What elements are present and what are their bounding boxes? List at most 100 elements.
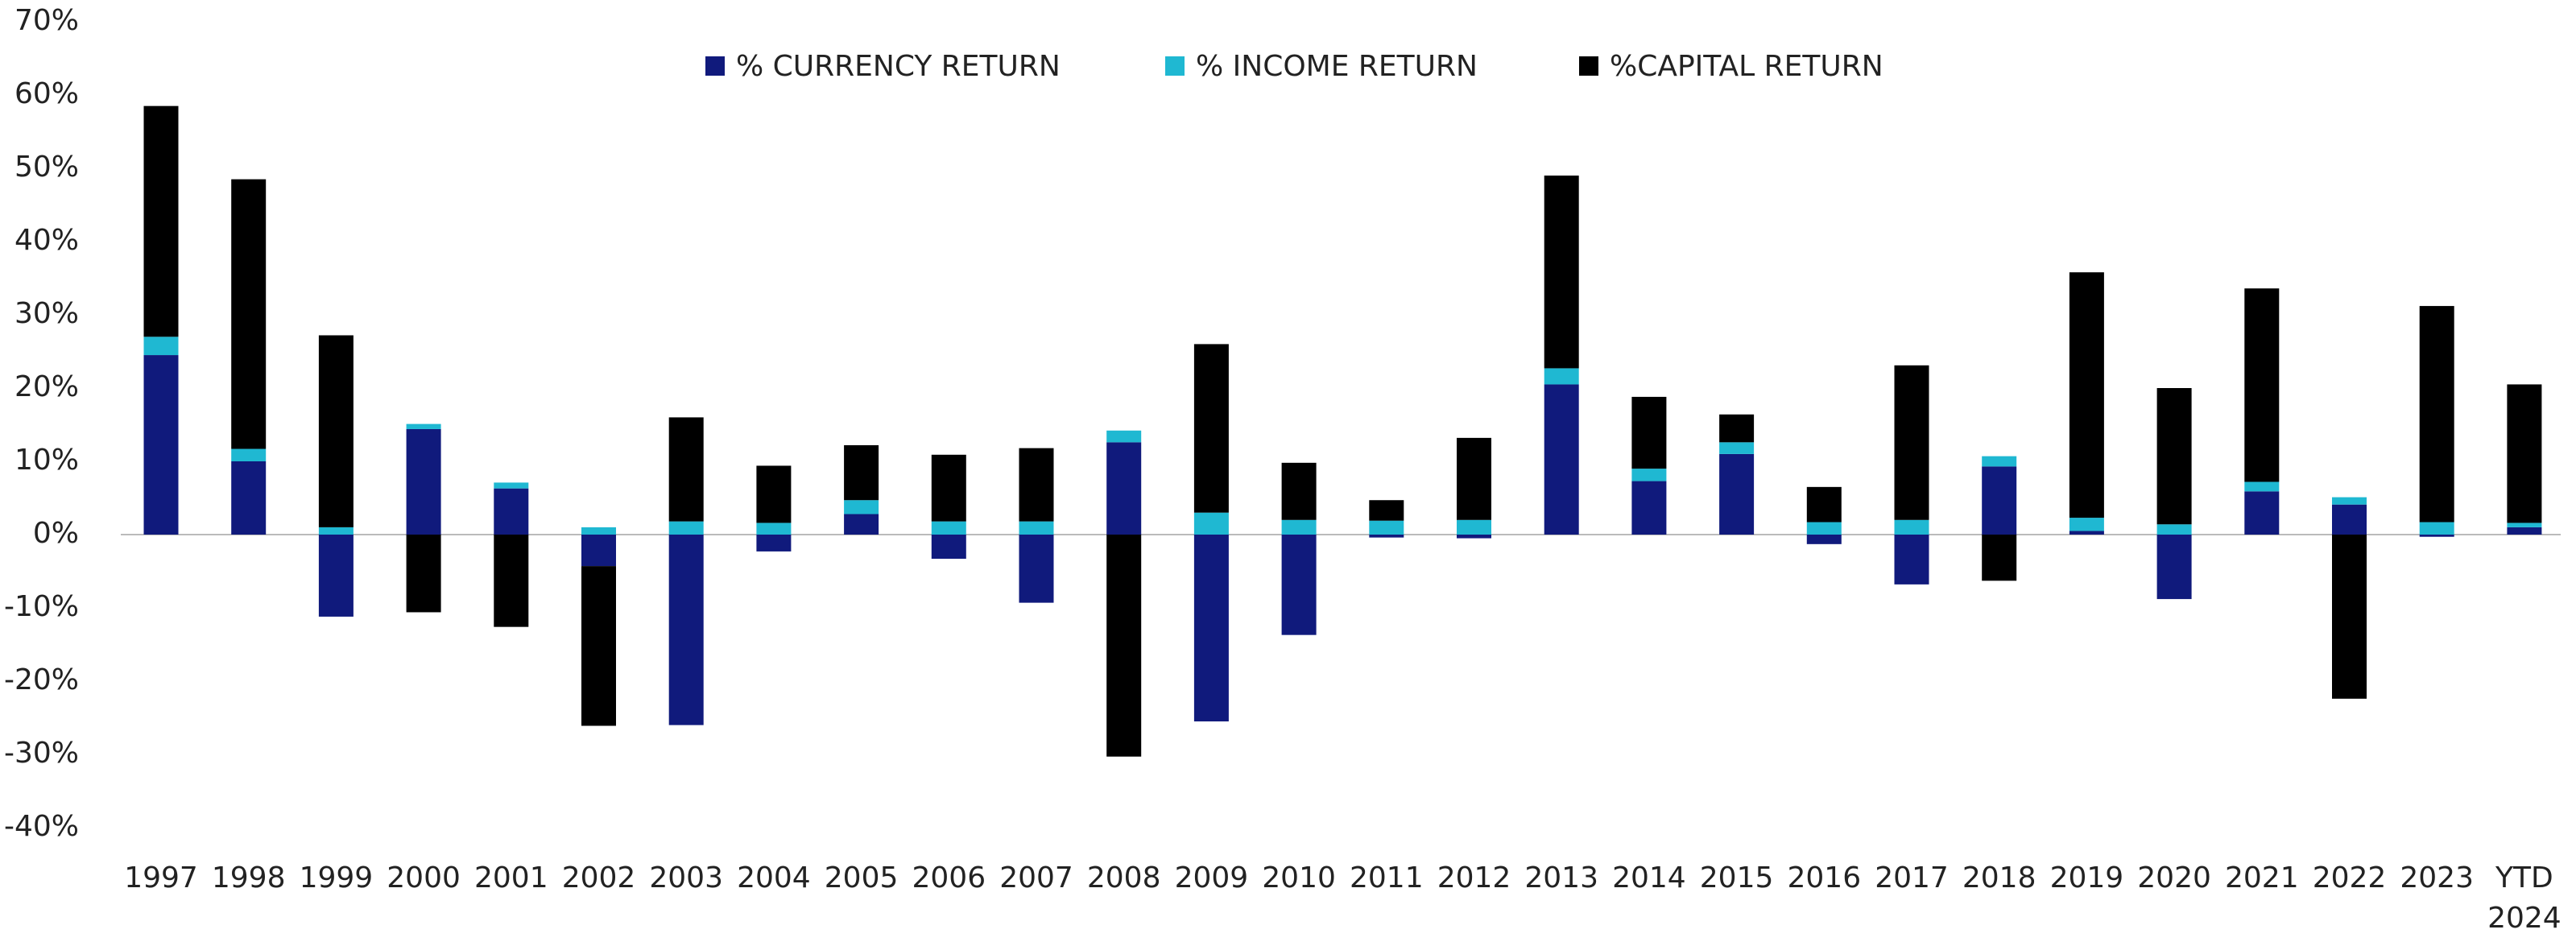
- bar-segment: [1019, 448, 1054, 522]
- x-tick-label: 2004: [737, 861, 811, 894]
- bar-segment: [1106, 535, 1142, 757]
- x-tick-label: 2015: [1699, 861, 1774, 894]
- bar-segment: [494, 535, 529, 627]
- bar-segment: [1369, 520, 1404, 535]
- bar-segment: [143, 355, 179, 535]
- bar-segment: [668, 417, 704, 522]
- bar-segment: [2244, 288, 2280, 482]
- x-tick-label: 2010: [1262, 861, 1336, 894]
- bar-segment: [2507, 384, 2542, 523]
- x-tick-label: 2014: [1612, 861, 1686, 894]
- x-tick-label: 2023: [2400, 861, 2474, 894]
- bar-segment: [1106, 442, 1142, 535]
- bar-segment: [2507, 527, 2542, 535]
- bar-segment: [668, 521, 704, 535]
- bar-segment: [756, 523, 792, 535]
- bar-segment: [1369, 500, 1404, 521]
- x-tick-label: 2003: [649, 861, 723, 894]
- legend-label: % INCOME RETURN: [1196, 50, 1478, 83]
- x-tick-label: 2009: [1174, 861, 1249, 894]
- bar-segment: [318, 535, 354, 617]
- bar-segment: [1894, 535, 1929, 585]
- x-tick-label: 2013: [1524, 861, 1598, 894]
- x-tick-label: 2005: [824, 861, 899, 894]
- bar-segment: [2156, 535, 2192, 600]
- y-tick-label: 20%: [14, 370, 79, 403]
- bar-segment: [844, 514, 879, 535]
- y-tick-label: 40%: [14, 224, 79, 257]
- bar-segment: [1281, 462, 1317, 520]
- bar-segment: [581, 535, 616, 567]
- bar-segment: [2069, 272, 2104, 518]
- bar-segment: [1281, 519, 1317, 535]
- x-tick-label: 2000: [387, 861, 461, 894]
- bar-segment: [1193, 344, 1229, 513]
- y-tick-label: 60%: [14, 77, 79, 110]
- bar-segment: [1193, 535, 1229, 722]
- bar-segment: [406, 535, 441, 613]
- x-tick-label: 2017: [1875, 861, 1949, 894]
- bar-segment: [2419, 535, 2454, 537]
- bar-segment: [1457, 535, 1491, 539]
- bar-segment: [1894, 519, 1929, 535]
- x-tick-label: 2012: [1437, 861, 1511, 894]
- bar-segment: [318, 527, 354, 535]
- bar-segment: [1019, 521, 1054, 535]
- legend-label: %CAPITAL RETURN: [1610, 50, 1883, 83]
- y-tick-label: -10%: [4, 590, 79, 623]
- legend-swatch: [705, 56, 725, 76]
- y-tick-label: 0%: [33, 517, 79, 550]
- bar-segment: [2419, 306, 2454, 523]
- bar-segment: [1719, 442, 1755, 454]
- bar-segment: [231, 179, 267, 449]
- bar-segment: [318, 335, 354, 527]
- y-tick-label: -30%: [4, 737, 79, 770]
- bar-segment: [668, 535, 704, 725]
- bar-segment: [756, 465, 792, 523]
- bar-segment: [1631, 481, 1667, 535]
- bar-segment: [231, 461, 267, 535]
- bar-segment: [1631, 396, 1667, 469]
- y-tick-label: -40%: [4, 810, 79, 843]
- x-tick-label: 2022: [2312, 861, 2387, 894]
- bar-segment: [844, 500, 879, 514]
- bar-segment: [2156, 524, 2192, 535]
- bar-segment: [1544, 384, 1579, 535]
- bar-segment: [1281, 535, 1317, 635]
- x-tick-label: 2007: [999, 861, 1073, 894]
- bar-segment: [2507, 523, 2542, 527]
- bar-segment: [1193, 512, 1229, 535]
- bar-segment: [1982, 466, 2017, 535]
- bar-segment: [1982, 456, 2017, 467]
- bar-segment: [2244, 491, 2280, 535]
- x-tick-label: 2001: [473, 861, 548, 894]
- legend-swatch: [1165, 56, 1185, 76]
- bar-segment: [844, 444, 879, 501]
- bar-segment: [581, 566, 616, 726]
- bar-segment: [406, 423, 441, 429]
- bar-segment: [1719, 414, 1755, 443]
- x-tick-label: 2008: [1086, 861, 1161, 894]
- x-tick-label: 2006: [912, 861, 986, 894]
- bar-segment: [1982, 535, 2017, 581]
- bar-segment: [1631, 469, 1667, 481]
- bar-segment: [1457, 437, 1491, 520]
- x-tick-label: 1997: [124, 861, 198, 894]
- bar-segment: [2069, 518, 2104, 531]
- bar-segment: [931, 535, 966, 560]
- bar-segment: [143, 337, 179, 356]
- bar-segment: [494, 482, 529, 489]
- bar-segment: [931, 521, 966, 535]
- y-tick-label: -20%: [4, 663, 79, 696]
- bar-segment: [2069, 531, 2104, 535]
- bar-segment: [494, 488, 529, 535]
- bar-segment: [931, 454, 966, 522]
- bar-segment: [1457, 519, 1491, 535]
- x-tick-label: 2011: [1349, 861, 1424, 894]
- y-tick-label: 30%: [14, 297, 79, 330]
- bar-segment: [231, 448, 267, 461]
- bar-segment: [1544, 176, 1579, 369]
- y-tick-label: 70%: [14, 4, 79, 37]
